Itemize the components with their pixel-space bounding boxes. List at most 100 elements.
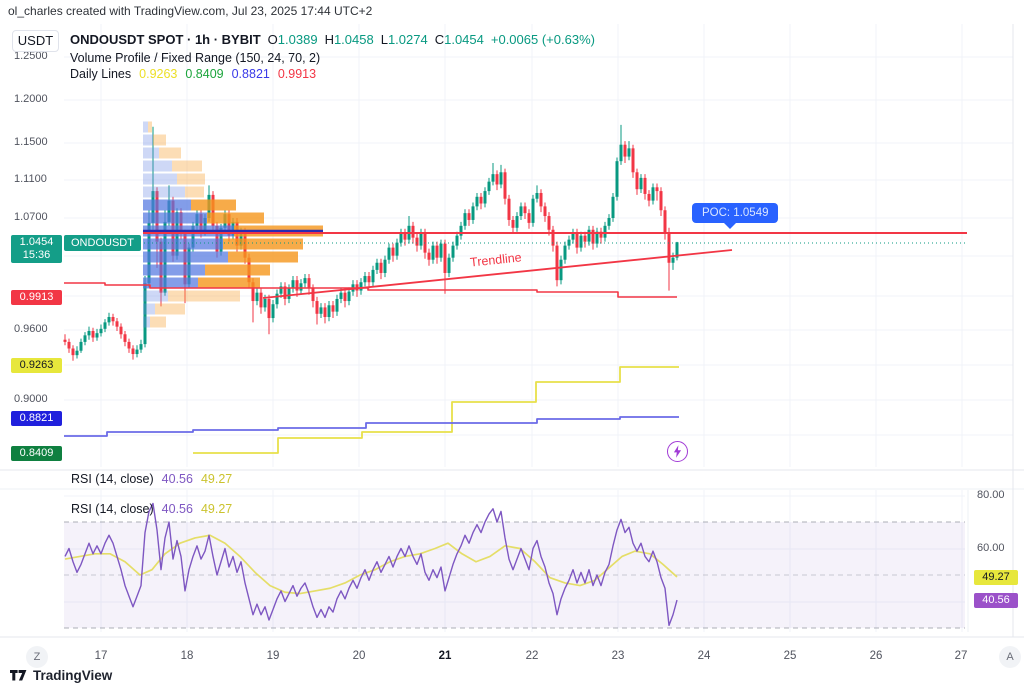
vp-buy-bar xyxy=(143,303,155,315)
vp-sell-bar xyxy=(153,134,166,146)
time-tick-label: 23 xyxy=(611,650,625,662)
currency-toggle-button[interactable]: USDT xyxy=(12,30,59,52)
candle-body xyxy=(283,286,287,299)
vp-sell-bar xyxy=(191,199,236,211)
daily-line-yellow-value: 0.9263 xyxy=(139,67,178,81)
candle-body xyxy=(119,326,123,335)
candle-body xyxy=(547,216,551,230)
candle-body xyxy=(347,291,351,302)
rsi-indicator-row[interactable]: RSI (14, close) 40.56 49.27 xyxy=(71,472,232,486)
candle-body xyxy=(383,259,387,273)
price-tick-label: 1.1500 xyxy=(14,136,48,148)
candle-body xyxy=(603,225,607,238)
rsi-ma-value: 49.27 xyxy=(200,472,233,486)
candle-body xyxy=(291,280,295,289)
time-tick-label: 26 xyxy=(869,650,883,662)
vp-buy-bar xyxy=(143,160,172,172)
candle-body xyxy=(299,283,303,291)
candle-body xyxy=(395,242,399,256)
high-label: H xyxy=(324,32,334,47)
low-label: L xyxy=(380,32,388,47)
candle-body xyxy=(139,344,143,350)
candle-body xyxy=(95,333,99,338)
rsi-line[interactable] xyxy=(64,502,678,627)
timezone-button[interactable]: Z xyxy=(26,646,48,668)
price-line-symbol-label: ONDOUSDT xyxy=(64,235,141,251)
rsi-ma-badge: 49.27 xyxy=(974,570,1018,585)
indicator-row-volume-profile[interactable]: Volume Profile / Fixed Range (150, 24, 7… xyxy=(70,51,321,65)
candle-body xyxy=(527,213,531,223)
candle-body xyxy=(591,229,595,244)
candle-body xyxy=(523,206,527,214)
candle-body xyxy=(103,322,107,329)
vp-buy-bar xyxy=(143,212,207,224)
rsi-title: RSI (14, close) xyxy=(71,502,154,516)
candle-body xyxy=(555,245,559,281)
candle-body xyxy=(455,235,459,246)
candle-body xyxy=(367,276,371,283)
candle-body xyxy=(655,187,659,192)
trendline-drawing[interactable] xyxy=(262,249,733,299)
rsi-ma-line[interactable] xyxy=(64,534,678,595)
candle-body xyxy=(439,243,443,258)
open-value: 1.0389 xyxy=(277,32,318,47)
candle-body xyxy=(491,174,495,182)
candle-body xyxy=(271,304,275,319)
axis-settings-button[interactable]: A xyxy=(999,646,1021,668)
vp-sell-bar xyxy=(223,238,303,250)
time-tick-label: 27 xyxy=(954,650,968,662)
daily-step-line-blue[interactable] xyxy=(64,416,679,437)
candle-body xyxy=(619,144,623,162)
candle-body xyxy=(363,276,367,283)
daily-step-line-red[interactable] xyxy=(64,282,677,298)
vp-sell-bar xyxy=(159,147,181,159)
time-tick-label: 22 xyxy=(525,650,539,662)
rsi-value-badge: 40.56 xyxy=(974,593,1018,608)
symbol-legend-row[interactable]: ONDOUSDT SPOT · 1h · BYBIT O1.0389 H1.0458… xyxy=(70,32,595,49)
candle-body xyxy=(587,229,591,242)
vp-buy-bar xyxy=(143,251,228,263)
candle-body xyxy=(599,231,603,238)
candle-body xyxy=(475,196,479,207)
candle-body xyxy=(323,307,327,317)
candle-body xyxy=(519,206,523,217)
candle-body xyxy=(495,174,499,185)
rsi-pane-legend[interactable]: RSI (14, close) 40.56 49.27 xyxy=(71,502,232,516)
candle-body xyxy=(483,191,487,204)
vp-sell-bar xyxy=(207,212,264,224)
candle-body xyxy=(135,349,139,355)
watermark-attribution: ol_charles created with TradingView.com,… xyxy=(8,4,373,18)
candle-body xyxy=(503,172,507,199)
vp-sell-bar xyxy=(228,251,298,263)
candle-body xyxy=(419,232,423,246)
candle-body xyxy=(659,191,663,211)
candle-body xyxy=(499,172,503,185)
vp-sell-bar xyxy=(177,173,205,185)
candle-body xyxy=(539,192,543,207)
flash-alert-icon[interactable] xyxy=(667,441,688,462)
candle-body xyxy=(479,196,483,204)
candle-body xyxy=(327,305,331,317)
candle-body xyxy=(251,282,255,302)
daily-step-line-yellow[interactable] xyxy=(193,366,679,454)
candle-body xyxy=(255,292,259,302)
candle-body xyxy=(99,328,103,334)
daily-line-green-value: 0.8409 xyxy=(185,67,224,81)
time-tick-label: 25 xyxy=(783,650,797,662)
candle-body xyxy=(75,350,79,356)
candle-body xyxy=(331,305,335,312)
time-tick-label: 24 xyxy=(697,650,711,662)
candle-body xyxy=(311,288,315,302)
candle-body xyxy=(667,232,671,263)
candle-body xyxy=(379,262,383,273)
vp-buy-bar xyxy=(143,186,185,198)
price-tick-label: 1.2500 xyxy=(14,50,48,62)
candle-body xyxy=(459,225,463,236)
candle-body xyxy=(307,278,311,289)
candle-body xyxy=(343,292,347,302)
indicator-row-daily-lines[interactable]: Daily Lines 0.9263 0.8409 0.8821 0.9913 xyxy=(70,66,595,81)
high-value: 1.0458 xyxy=(333,32,374,47)
tradingview-logo[interactable]: TradingView xyxy=(10,668,112,683)
daily-lines-title: Daily Lines xyxy=(70,67,132,81)
